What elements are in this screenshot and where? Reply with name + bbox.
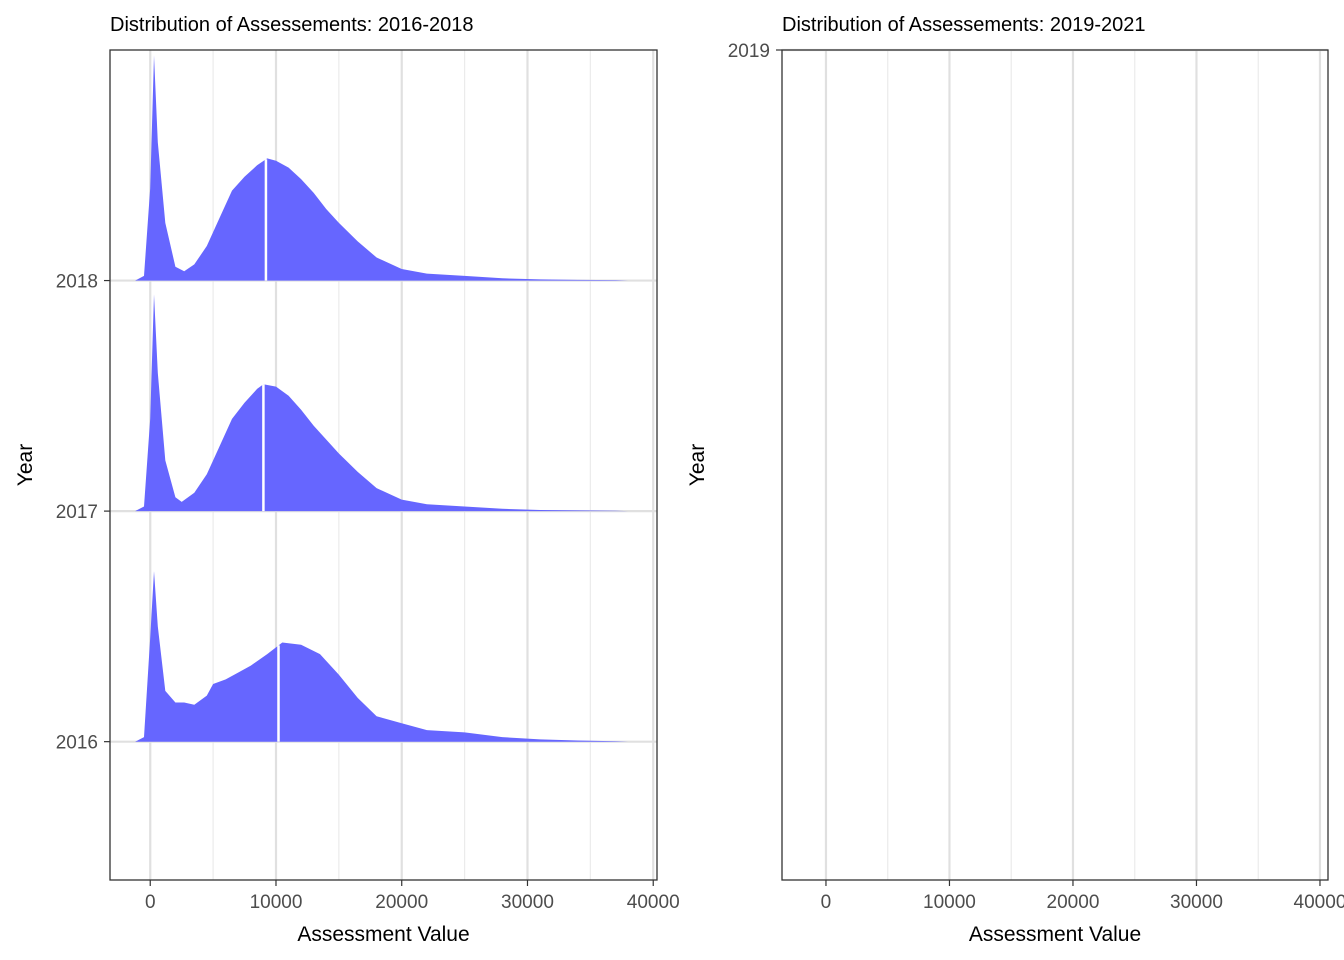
panel-border xyxy=(109,49,658,881)
x-tick-label: 0 xyxy=(821,892,832,913)
y-axis-title: Year xyxy=(14,444,37,486)
panel-border xyxy=(781,49,1329,881)
y-tick-label: 2019 xyxy=(728,41,770,62)
x-axis-title: Assessment Value xyxy=(969,923,1141,946)
panel-title: Distribution of Assessements: 2016-2018 xyxy=(110,14,474,36)
x-tick-label: 20000 xyxy=(1047,892,1100,913)
x-tick-label: 10000 xyxy=(923,892,976,913)
panel: Distribution of Assessements: 2019-2021 A… xyxy=(686,14,1344,946)
y-tick-label: 2018 xyxy=(56,272,98,293)
y-tick-label: 2017 xyxy=(56,502,98,523)
ridge xyxy=(135,294,629,512)
x-tick-label: 10000 xyxy=(250,892,303,913)
x-tick-label: 20000 xyxy=(375,892,428,913)
x-tick-label: 0 xyxy=(145,892,156,913)
x-tick-label: 30000 xyxy=(501,892,554,913)
plot-area xyxy=(135,55,629,742)
x-axis-title: Assessment Value xyxy=(297,923,469,946)
panel: Distribution of Assessements: 2016-2018 A… xyxy=(14,14,680,946)
x-tick-label: 40000 xyxy=(1294,892,1344,913)
x-tick-label: 40000 xyxy=(627,892,680,913)
y-tick-label: 2016 xyxy=(56,733,98,754)
ridge xyxy=(135,55,629,281)
ridge xyxy=(135,571,629,742)
y-axis-title: Year xyxy=(686,444,709,486)
x-tick-label: 30000 xyxy=(1170,892,1223,913)
panel-title: Distribution of Assessements: 2019-2021 xyxy=(782,14,1146,36)
